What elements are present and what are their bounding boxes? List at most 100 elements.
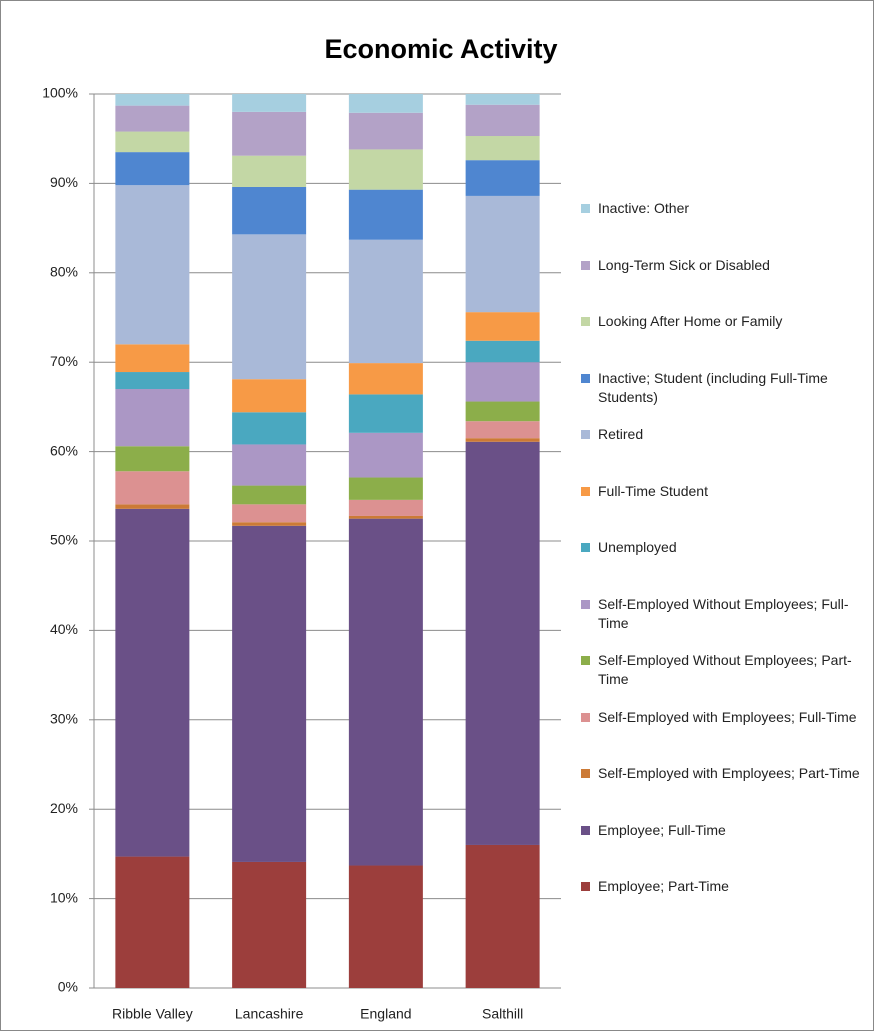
- bar-segment: [232, 234, 307, 380]
- y-tick-label: 100%: [42, 85, 78, 101]
- y-tick-label: 80%: [50, 264, 78, 280]
- legend-item: Self-Employed with Employees; Full-Time: [581, 708, 866, 727]
- bar-segment: [465, 401, 540, 422]
- legend-label: Employee; Full-Time: [598, 821, 726, 838]
- bar-segment: [348, 149, 423, 190]
- legend-item: Unemployed: [581, 538, 866, 557]
- bar-segment: [348, 394, 423, 433]
- bar-segment: [115, 389, 190, 447]
- bar-segment: [348, 499, 423, 516]
- bar-segment: [348, 432, 423, 478]
- legend-item: Self-Employed Without Employees; Part-Ti…: [581, 651, 866, 689]
- legend-label: Employee; Part-Time: [598, 878, 729, 894]
- bar-segment: [348, 865, 423, 988]
- y-tick-label: 90%: [50, 174, 78, 190]
- y-tick-label: 0%: [58, 979, 78, 995]
- y-tick-label: 60%: [50, 442, 78, 458]
- bar-segment: [465, 312, 540, 341]
- chart-title: Economic Activity: [324, 34, 557, 64]
- x-tick-label: England: [360, 1006, 411, 1022]
- legend-swatch: [581, 317, 590, 326]
- y-tick-label: 30%: [50, 711, 78, 727]
- legend-swatch: [581, 825, 590, 835]
- legend-swatch: [581, 373, 590, 383]
- bar-segment: [465, 441, 540, 845]
- bar-segment: [348, 363, 423, 395]
- bar-segment: [465, 362, 540, 402]
- bar-segment: [232, 155, 307, 187]
- bar-segment: [465, 104, 540, 137]
- bar-segment: [232, 525, 307, 862]
- legend-item: Looking After Home or Family: [581, 312, 866, 331]
- bar-segment: [115, 471, 190, 505]
- legend-swatch: [581, 656, 590, 665]
- bar-segment: [465, 340, 540, 363]
- bar-segment: [348, 239, 423, 364]
- legend-label: Retired: [598, 426, 644, 442]
- bar-segment: [465, 160, 540, 196]
- legend-label: Self-Employed with Employees; Full-Time: [598, 708, 857, 725]
- legend-swatch: [581, 430, 590, 439]
- bar-segment: [232, 94, 307, 112]
- bar-segment: [232, 504, 307, 523]
- bar-segment: [115, 508, 190, 857]
- bar-segment: [232, 111, 307, 156]
- y-tick-label: 20%: [50, 800, 78, 816]
- bar-segment: [348, 112, 423, 150]
- bar-segment: [115, 856, 190, 988]
- bar-segment: [232, 186, 307, 235]
- legend-swatch: [581, 204, 590, 213]
- bar-segment: [232, 444, 307, 486]
- legend-swatch: [581, 712, 590, 722]
- bar-segment: [232, 485, 307, 505]
- bar-segment: [465, 421, 540, 439]
- legend-item: Employee; Part-Time: [581, 877, 866, 896]
- y-tick-label: 50%: [50, 532, 78, 548]
- bar-segment: [115, 344, 190, 373]
- x-tick-label: Ribble Valley: [112, 1006, 193, 1022]
- x-tick-label: Lancashire: [235, 1006, 304, 1022]
- bar-segment: [348, 189, 423, 240]
- legend-item: Employee; Full-Time: [581, 821, 866, 840]
- bar-segment: [115, 504, 190, 509]
- legend-swatch: [581, 882, 590, 891]
- legend-item: Inactive; Student (including Full-Time S…: [581, 369, 866, 407]
- legend-item: Full-Time Student: [581, 482, 866, 501]
- bar-segment: [115, 152, 190, 186]
- legend-item: Retired: [581, 425, 866, 444]
- legend-label: Inactive: Other: [598, 200, 690, 216]
- legend-swatch: [581, 260, 590, 270]
- legend-item: Self-Employed with Employees; Part-Time: [581, 764, 866, 783]
- legend-swatch: [581, 543, 590, 552]
- bar-segment: [232, 522, 307, 526]
- bar-segment: [348, 515, 423, 519]
- legend-swatch: [581, 599, 590, 609]
- legend-swatch: [581, 486, 590, 496]
- bar-segment: [348, 94, 423, 113]
- bar-segment: [115, 185, 190, 345]
- bar-segment: [232, 412, 307, 445]
- x-tick-label: Salthill: [482, 1006, 523, 1022]
- bar-segment: [465, 94, 540, 105]
- legend-label: Long-Term Sick or Disabled: [598, 256, 770, 273]
- legend-label: Unemployed: [598, 539, 677, 555]
- bar-segment: [348, 518, 423, 866]
- bar-segment: [115, 372, 190, 390]
- y-tick-label: 10%: [50, 889, 78, 905]
- legend-label: Full-Time Student: [598, 482, 708, 499]
- bar-segment: [115, 105, 190, 132]
- bar-segment: [115, 94, 190, 106]
- bar-segment: [115, 446, 190, 472]
- legend-label: Self-Employed with Employees; Part-Time: [598, 765, 860, 781]
- legend-item: Inactive: Other: [581, 199, 866, 218]
- bar-segment: [465, 136, 540, 161]
- bar-segment: [232, 379, 307, 413]
- legend-label: Looking After Home or Family: [598, 313, 783, 329]
- legend-label: Self-Employed Without Employees; Full-Ti…: [598, 595, 849, 631]
- bar-segment: [465, 438, 540, 442]
- legend-label: Self-Employed Without Employees; Part-Ti…: [598, 652, 852, 687]
- bar-segment: [115, 131, 190, 153]
- bar-segment: [348, 477, 423, 500]
